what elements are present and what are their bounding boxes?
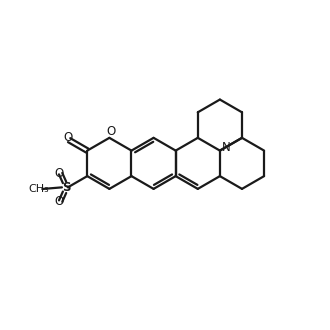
Text: N: N (221, 142, 230, 154)
Text: O: O (54, 195, 64, 208)
Text: O: O (106, 125, 116, 139)
Text: CH₃: CH₃ (28, 184, 49, 194)
Text: S: S (63, 181, 71, 194)
Text: O: O (63, 131, 72, 144)
Text: O: O (54, 167, 64, 180)
